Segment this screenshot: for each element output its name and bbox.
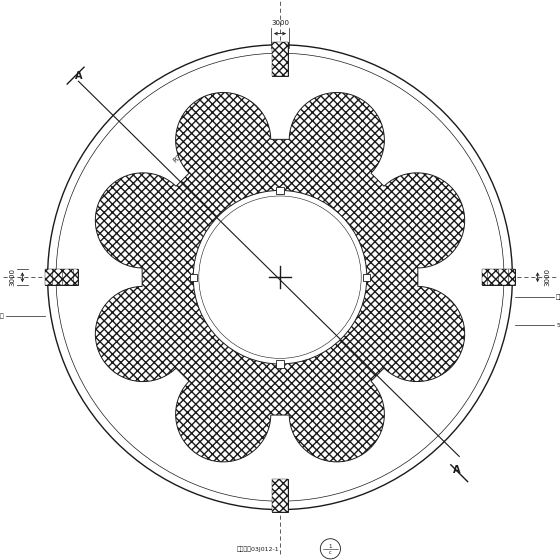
Bar	[363, 274, 371, 281]
Bar	[276, 361, 283, 368]
Bar	[272, 479, 288, 512]
Bar	[272, 42, 288, 76]
Text: R6000: R6000	[361, 263, 384, 269]
Text: 3000: 3000	[271, 20, 289, 26]
Bar	[45, 269, 78, 285]
Circle shape	[193, 190, 367, 364]
Text: 花池: 花池	[354, 307, 363, 314]
Text: 筑
龙: 筑 龙	[229, 256, 253, 338]
Text: R3000: R3000	[125, 241, 148, 246]
Text: R3000: R3000	[252, 207, 270, 230]
Text: R15000: R15000	[325, 98, 349, 120]
Bar	[45, 269, 78, 285]
Text: 3000: 3000	[10, 268, 16, 286]
Text: 花池: 花池	[388, 195, 396, 202]
Bar	[189, 274, 197, 281]
Text: ZHULONG.COM: ZHULONG.COM	[175, 257, 385, 281]
Text: 桔: 桔	[239, 251, 243, 258]
Text: c: c	[329, 550, 332, 555]
Text: 桔: 桔	[306, 251, 310, 258]
Bar	[272, 479, 288, 512]
Text: 石材路面详素见: 石材路面详素见	[556, 294, 560, 300]
Circle shape	[58, 55, 502, 500]
Text: 400: 400	[254, 305, 267, 311]
Bar	[482, 269, 515, 285]
Bar	[482, 269, 515, 285]
Text: 壁悬小品由厂家安装: 壁悬小品由厂家安装	[0, 314, 4, 319]
Bar	[277, 186, 283, 194]
Circle shape	[58, 55, 502, 500]
Text: 3000: 3000	[544, 268, 550, 286]
Text: A: A	[452, 465, 460, 475]
Text: R2200: R2200	[145, 293, 169, 306]
Text: A: A	[74, 71, 82, 81]
Text: 1: 1	[329, 544, 332, 548]
Polygon shape	[95, 92, 465, 462]
Text: R3000: R3000	[171, 144, 193, 164]
Text: 50厚500X500美术比涡石干样: 50厚500X500美术比涡石干样	[556, 322, 560, 328]
Text: 钢铁参照03J012-1: 钢铁参照03J012-1	[236, 546, 279, 552]
Bar	[272, 42, 288, 76]
Polygon shape	[95, 92, 465, 462]
Text: 花池: 花池	[248, 397, 256, 404]
Text: 花池: 花池	[152, 195, 161, 202]
